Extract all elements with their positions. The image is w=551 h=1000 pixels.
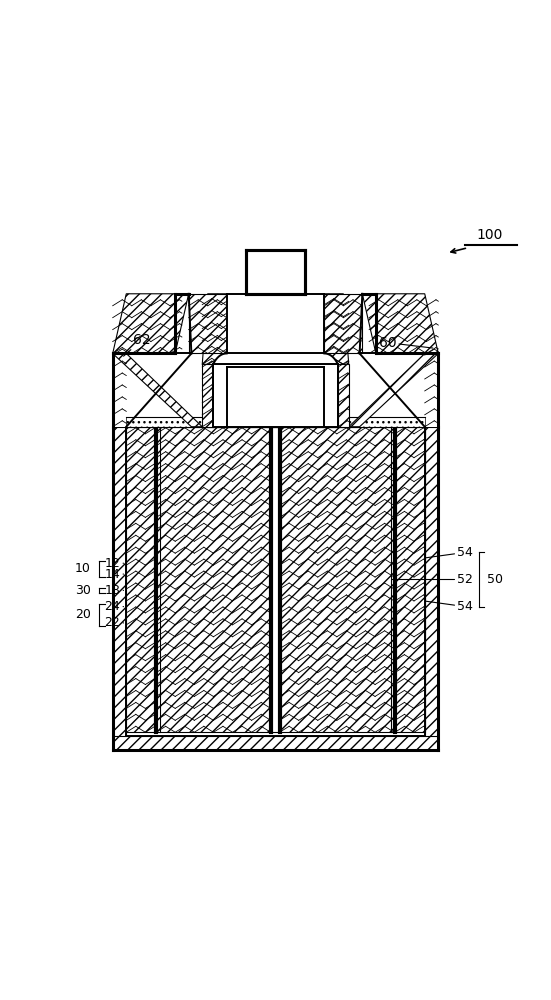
Polygon shape [279,427,395,732]
Bar [126,417,425,427]
Bar [113,294,438,750]
Text: 52: 52 [392,573,473,586]
Polygon shape [213,353,338,364]
Text: 14: 14 [105,568,123,581]
Text: 50: 50 [487,573,503,586]
Bar [113,294,438,427]
Polygon shape [325,294,349,364]
Bar [272,427,279,732]
Polygon shape [325,294,363,353]
Text: 24: 24 [105,600,123,613]
Text: 54: 54 [426,546,473,559]
Polygon shape [113,353,202,427]
Polygon shape [395,427,425,732]
Polygon shape [338,364,349,427]
Text: 62: 62 [123,333,150,356]
Polygon shape [202,364,213,427]
Text: 10: 10 [75,562,91,575]
Text: 20: 20 [75,608,91,621]
Polygon shape [202,294,226,364]
Text: 54: 54 [426,600,473,613]
Polygon shape [113,427,126,750]
Polygon shape [188,294,226,353]
Text: 60: 60 [379,336,433,350]
Text: 100: 100 [477,228,503,242]
Text: 18: 18 [105,584,123,597]
Polygon shape [113,736,438,750]
Polygon shape [126,427,156,732]
Text: 30: 30 [75,584,91,597]
Polygon shape [425,427,438,750]
Polygon shape [349,353,438,427]
Bar [213,364,338,427]
Text: 12: 12 [105,557,123,570]
Bar [226,294,325,353]
Polygon shape [156,427,272,732]
Polygon shape [363,294,438,353]
Polygon shape [113,294,188,353]
Bar [246,250,305,294]
Text: 22: 22 [105,616,123,629]
